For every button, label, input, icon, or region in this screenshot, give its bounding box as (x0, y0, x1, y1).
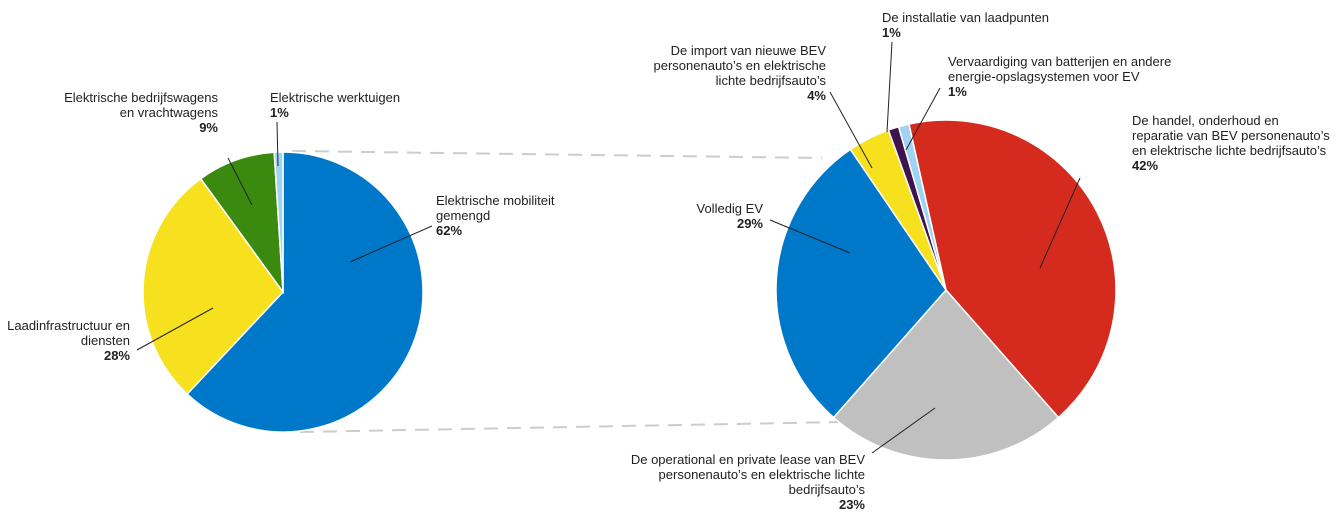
pie-slice (142, 177, 284, 396)
category-name: De import van nieuwe BEV personenauto’s … (653, 43, 827, 88)
connector (291, 150, 823, 159)
value-label: 1% (882, 25, 901, 40)
leader-line (829, 91, 873, 169)
category-name: Volledig EV (696, 201, 764, 216)
pie-slice (832, 288, 1060, 461)
leader-line (769, 219, 851, 254)
value-label: 9% (199, 120, 218, 135)
slice-label: Elektrische mobiliteit gemengd 62% (436, 193, 596, 238)
value-label: 1% (270, 105, 289, 120)
category-name: Elektrische werktuigen (270, 90, 401, 105)
slice-label: De import van nieuwe BEV personenauto’s … (636, 43, 827, 103)
pie-slice (199, 151, 284, 295)
pie-slice (273, 151, 284, 293)
category-name: De handel, onderhoud en reparatie van BE… (1132, 113, 1330, 158)
slice-label: Laadinfrastructuur en diensten 28% (0, 318, 130, 363)
leader-line (136, 307, 214, 351)
value-label: 29% (736, 216, 763, 231)
connector (299, 421, 843, 433)
slice-label: Vervaardiging van batterijen en andere e… (948, 54, 1213, 99)
slice-label: Elektrische bedrijfswagens en vrachtwage… (48, 90, 218, 135)
leader-line (871, 407, 936, 454)
leader-line (276, 121, 279, 167)
pie-slice (908, 119, 1117, 419)
category-name: Vervaardiging van batterijen en andere e… (948, 54, 1172, 84)
slice-label: De handel, onderhoud en reparatie van BE… (1132, 113, 1332, 173)
pie-slice (775, 148, 947, 419)
value-label: 23% (838, 497, 865, 512)
leader-line (349, 225, 433, 263)
pie-slice (897, 123, 947, 291)
leader-line (886, 41, 893, 133)
category-name: De installatie van laadpunten (882, 10, 1049, 25)
value-label: 1% (948, 84, 967, 99)
leader-line (227, 157, 253, 206)
pie-slice (186, 151, 424, 433)
category-name: Elektrische mobiliteit gemengd (436, 193, 555, 223)
leader-line (905, 87, 941, 151)
slice-label: Volledig EV 29% (643, 201, 764, 231)
slice-label: Elektrische werktuigen 1% (270, 90, 440, 120)
value-label: 28% (103, 348, 130, 363)
value-label: 42% (1132, 158, 1159, 173)
leader-line (1039, 177, 1081, 269)
value-label: 4% (807, 88, 826, 103)
slice-label: De operational en private lease van BEV … (625, 452, 865, 512)
slice-label: De installatie van laadpunten 1% (882, 10, 1122, 40)
value-label: 62% (436, 223, 463, 238)
category-name: De operational en private lease van BEV … (630, 452, 865, 497)
category-name: Laadinfrastructuur en diensten (7, 318, 130, 348)
category-name: Elektrische bedrijfswagens en vrachtwage… (64, 90, 218, 120)
